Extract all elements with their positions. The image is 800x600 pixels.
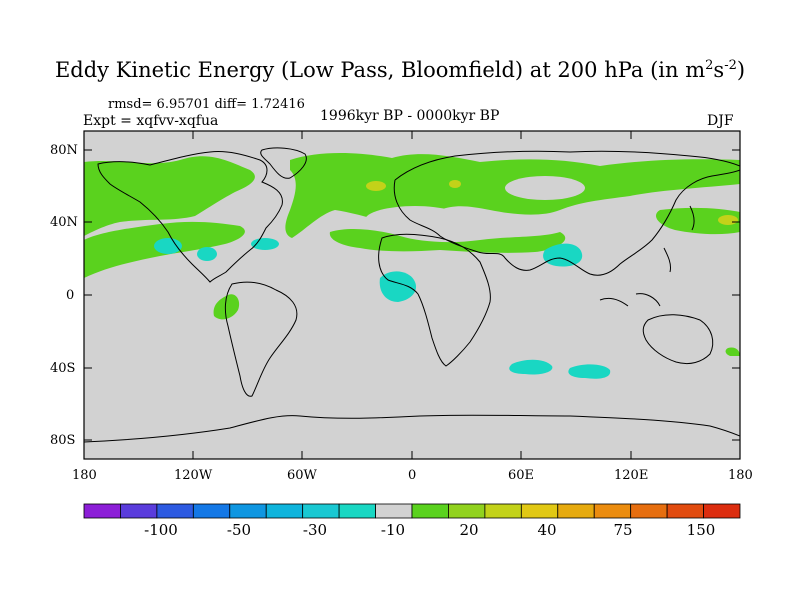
lon-label: 180: [72, 468, 97, 483]
colorbar-swatch: [192, 503, 231, 519]
stats-text: rmsd= 6.95701 diff= 1.72416: [108, 97, 305, 112]
negative-anomaly-regions: [154, 238, 611, 379]
colorbar-label: 150: [686, 521, 716, 539]
coastline-eurasia: [393, 150, 740, 276]
lon-label: 120E: [614, 468, 649, 483]
colorbar-swatch: [120, 503, 158, 519]
colorbar-label: 75: [613, 521, 633, 539]
coastline-north-america: [97, 151, 283, 283]
colorbar-label: -100: [144, 521, 178, 539]
colorbar: [83, 503, 741, 519]
coastline-australia: [642, 314, 714, 365]
neutral-holes: [365, 176, 585, 234]
colorbar-swatch: [666, 503, 704, 519]
colorbar-swatch: [703, 503, 741, 519]
coastlines: [84, 147, 740, 443]
lon-label: 180: [728, 468, 753, 483]
lat-label: 40N: [50, 215, 78, 230]
coastline-islands: [599, 205, 695, 307]
lon-label: 120W: [174, 468, 213, 483]
lon-label: 60W: [287, 468, 317, 483]
lon-label: 60E: [508, 468, 535, 483]
positive-strong-region: [366, 181, 386, 191]
lat-label: 0: [66, 288, 75, 303]
colorbar-swatch: [484, 503, 522, 519]
colorbar-swatch: [448, 503, 486, 519]
coastline-greenland: [260, 147, 307, 179]
lat-label: 40S: [50, 361, 76, 376]
colorbar-swatch: [265, 503, 304, 519]
colorbar-label: -50: [226, 521, 252, 539]
colorbar-swatch: [593, 503, 632, 519]
colorbar-swatch: [557, 503, 595, 519]
lat-label: 80S: [50, 433, 76, 448]
positive-strong-region: [718, 215, 738, 225]
colorbar-label: -30: [302, 521, 328, 539]
map-title: Eddy Kinetic Energy (Low Pass, Bloomfiel…: [54, 58, 746, 82]
negative-region: [543, 243, 583, 267]
period-label: 1996kyr BP - 0000kyr BP: [320, 108, 500, 124]
colorbar-label: 20: [459, 521, 479, 539]
lon-label: 0: [408, 468, 417, 483]
colorbar-label: -10: [380, 521, 406, 539]
negative-region: [197, 247, 217, 261]
positive-anomaly-regions: [84, 153, 740, 356]
colorbar-swatch: [229, 503, 267, 519]
positive-strong-region: [449, 180, 461, 188]
colorbar-swatch: [520, 503, 559, 519]
coastline-antarctica: [84, 414, 740, 443]
colorbar-swatch: [338, 503, 376, 519]
negative-region: [379, 271, 417, 302]
lat-label: 80N: [50, 143, 78, 158]
coastline-africa: [378, 233, 491, 367]
negative-region: [568, 364, 611, 379]
colorbar-label: 40: [537, 521, 557, 539]
positive-region: [655, 207, 740, 235]
positive-region: [725, 347, 740, 356]
experiment-label: Expt = xqfvv-xqfua: [83, 113, 219, 129]
season-label: DJF: [707, 113, 734, 129]
colorbar-swatch: [630, 503, 668, 519]
neutral-hole: [365, 206, 465, 234]
coastline-south-america: [224, 281, 298, 397]
negative-region: [154, 238, 182, 254]
colorbar-swatch: [156, 503, 194, 519]
negative-region: [251, 238, 279, 250]
negative-region: [509, 359, 553, 375]
positive-region: [329, 229, 566, 253]
positive-region: [213, 294, 240, 320]
colorbar-swatch: [302, 503, 340, 519]
colorbar-swatch: [411, 503, 449, 519]
colorbar-swatch: [375, 503, 413, 519]
map-plot: [84, 131, 740, 459]
neutral-hole: [505, 176, 585, 200]
axis-ticks: [84, 131, 740, 459]
colorbar-swatch: [83, 503, 121, 519]
positive-region: [84, 156, 255, 236]
